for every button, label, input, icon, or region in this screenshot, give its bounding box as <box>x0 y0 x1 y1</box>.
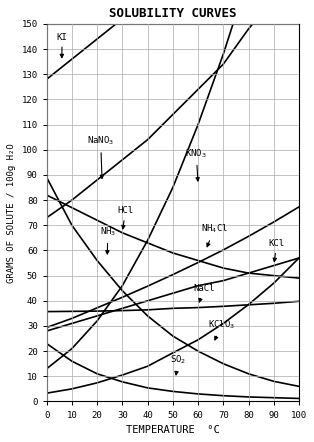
Text: NaCl: NaCl <box>193 284 214 302</box>
Text: NH$_3$: NH$_3$ <box>100 225 116 254</box>
X-axis label: TEMPERATURE  °C: TEMPERATURE °C <box>126 425 220 435</box>
Text: NaNO$_3$: NaNO$_3$ <box>87 135 114 179</box>
Y-axis label: GRAMS OF SOLUTE / 100g H₂O: GRAMS OF SOLUTE / 100g H₂O <box>7 143 16 282</box>
Text: KNO$_3$: KNO$_3$ <box>186 147 207 181</box>
Text: HCl: HCl <box>117 206 133 229</box>
Title: SOLUBILITY CURVES: SOLUBILITY CURVES <box>109 7 236 20</box>
Text: KI: KI <box>57 33 68 57</box>
Text: NH$_4$Cl: NH$_4$Cl <box>201 223 228 247</box>
Text: KClO$_3$: KClO$_3$ <box>208 319 236 340</box>
Text: SO$_2$: SO$_2$ <box>170 354 187 375</box>
Text: KCl: KCl <box>269 239 285 262</box>
